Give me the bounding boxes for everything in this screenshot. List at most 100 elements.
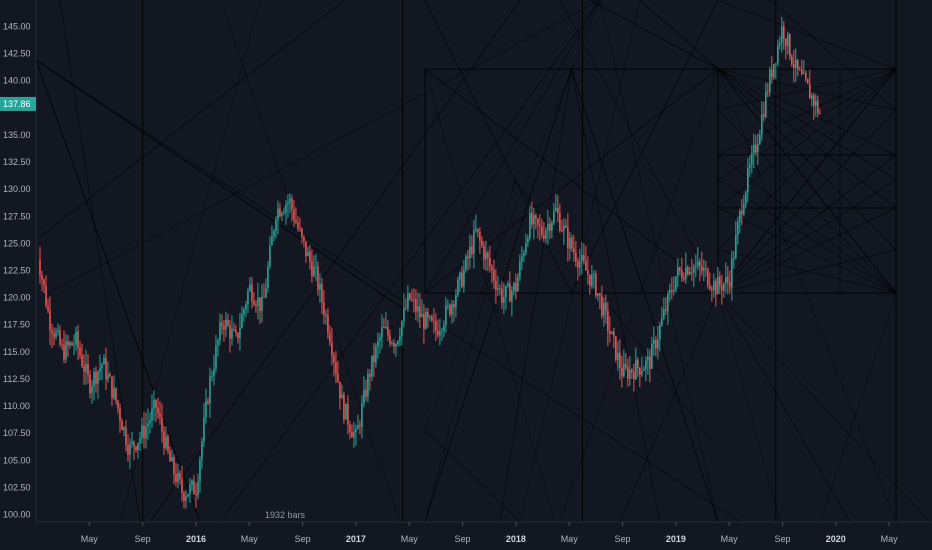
candle-body bbox=[187, 494, 189, 497]
candle-body bbox=[769, 69, 771, 93]
candle-body bbox=[111, 376, 113, 398]
candle-body bbox=[191, 480, 193, 485]
candle-body bbox=[159, 413, 161, 418]
candle-body bbox=[405, 307, 407, 309]
gann-line bbox=[717, 249, 897, 294]
gann-fan-drawings[interactable] bbox=[35, 0, 931, 523]
candle-body bbox=[363, 389, 365, 404]
time-tick-label: May bbox=[241, 534, 259, 544]
candle-body bbox=[113, 388, 115, 398]
time-axis[interactable]: May Sep 2016 May Sep 2017 May Sep 2018 May Sep 2019… bbox=[36, 521, 932, 550]
candle-body bbox=[353, 432, 355, 438]
candle-body bbox=[575, 252, 577, 262]
candle-body bbox=[453, 304, 455, 308]
candle-body bbox=[573, 248, 575, 253]
candle-body bbox=[381, 327, 383, 338]
price-tick-label: 117.50 bbox=[3, 320, 30, 330]
candle-body bbox=[457, 279, 459, 296]
candle-body bbox=[519, 261, 521, 278]
candle-body bbox=[745, 192, 747, 205]
candle-body bbox=[145, 426, 147, 439]
candle-body bbox=[503, 297, 505, 303]
candle-body bbox=[179, 472, 181, 480]
candle-body bbox=[393, 343, 395, 347]
candle-body bbox=[603, 302, 605, 316]
candle-body bbox=[649, 356, 651, 369]
bars-count-label: 1932 bars bbox=[265, 510, 306, 520]
candle-body bbox=[183, 492, 185, 501]
candle-body bbox=[189, 484, 191, 495]
candle-body bbox=[377, 341, 379, 347]
candle-body bbox=[255, 304, 257, 307]
candle-body bbox=[747, 168, 749, 193]
candle-body bbox=[445, 305, 447, 326]
time-tick-label: 2020 bbox=[826, 534, 846, 544]
candle-body bbox=[267, 266, 269, 289]
candle-body bbox=[655, 340, 657, 349]
price-tick-label: 120.00 bbox=[3, 293, 31, 303]
candle-body bbox=[639, 368, 641, 375]
candlestick-series bbox=[39, 17, 821, 509]
candle-body bbox=[501, 288, 503, 303]
candle-body bbox=[569, 237, 571, 249]
candle-body bbox=[741, 211, 743, 215]
candle-body bbox=[601, 295, 603, 316]
price-tick-label: 110.00 bbox=[3, 401, 30, 411]
candle-body bbox=[163, 431, 165, 448]
gann-line bbox=[717, 179, 897, 294]
candle-body bbox=[559, 213, 561, 231]
candle-body bbox=[81, 355, 83, 366]
candle-body bbox=[737, 222, 739, 235]
gann-line bbox=[717, 68, 897, 111]
candle-body bbox=[461, 272, 463, 287]
candle-body bbox=[691, 271, 693, 273]
candle-body bbox=[155, 399, 157, 408]
candle-body bbox=[749, 165, 751, 169]
candle-body bbox=[447, 305, 449, 307]
candle-body bbox=[409, 293, 411, 300]
candle-body bbox=[317, 266, 319, 290]
candle-body bbox=[783, 26, 785, 39]
candle-body bbox=[589, 274, 591, 286]
candle-body bbox=[385, 326, 387, 328]
candle-body bbox=[455, 295, 457, 308]
candle-body bbox=[169, 451, 171, 462]
candle-body bbox=[773, 64, 775, 78]
candle-body bbox=[717, 276, 719, 295]
gann-line bbox=[717, 68, 897, 294]
candle-body bbox=[473, 230, 475, 254]
candle-body bbox=[45, 285, 47, 306]
candle-body bbox=[487, 252, 489, 258]
candle-body bbox=[41, 274, 43, 280]
candle-body bbox=[557, 207, 559, 214]
candle-body bbox=[127, 445, 129, 455]
time-tick-label: May bbox=[881, 534, 899, 544]
candle-body bbox=[245, 304, 247, 310]
candle-body bbox=[225, 319, 227, 330]
candle-body bbox=[329, 333, 331, 343]
candle-body bbox=[39, 260, 41, 275]
gann-line bbox=[424, 0, 601, 294]
candle-body bbox=[323, 302, 325, 316]
candle-body bbox=[171, 457, 173, 462]
candle-body bbox=[233, 329, 235, 331]
candle-body bbox=[217, 340, 219, 346]
candle-body bbox=[283, 212, 285, 214]
price-axis[interactable]: 100.00 102.50 105.00 107.50 110.00 112.50 115.… bbox=[0, 0, 37, 522]
gann-line bbox=[559, 0, 719, 294]
candle-body bbox=[733, 258, 735, 260]
candle-body bbox=[539, 225, 541, 227]
candle-body bbox=[811, 95, 813, 99]
candle-body bbox=[723, 283, 725, 291]
gann-line bbox=[35, 59, 421, 321]
candle-body bbox=[555, 207, 557, 211]
candle-body bbox=[651, 343, 653, 369]
candle-body bbox=[513, 283, 515, 291]
candle-body bbox=[571, 237, 573, 249]
candle-body bbox=[213, 368, 215, 377]
candle-body bbox=[813, 95, 815, 106]
candle-body bbox=[121, 420, 123, 431]
gann-line bbox=[717, 154, 897, 294]
